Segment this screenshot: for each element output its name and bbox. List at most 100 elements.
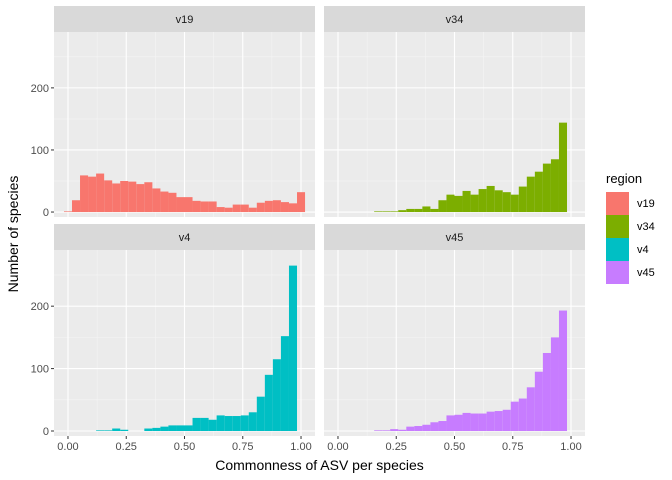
bar-v34-25 xyxy=(534,171,543,213)
bar-v45-8 xyxy=(398,429,407,432)
legend-title: region xyxy=(606,171,643,186)
strip-v34 xyxy=(324,6,585,32)
x-tick-label-v4-3: 0.75 xyxy=(232,441,253,453)
bar-v19-26 xyxy=(272,200,281,213)
bar-v45-22 xyxy=(510,401,519,432)
strip-label-v45: v45 xyxy=(446,232,464,244)
bar-v19-21 xyxy=(232,204,241,213)
bar-v45-9 xyxy=(406,426,415,432)
bar-v45-25 xyxy=(534,371,543,432)
bar-v19-23 xyxy=(248,207,257,213)
bar-v45-20 xyxy=(494,411,503,432)
bar-v19-6 xyxy=(112,183,121,213)
x-tick-label-v45-4: 1.00 xyxy=(560,441,581,453)
bar-v45-24 xyxy=(526,387,535,432)
bar-v19-13 xyxy=(168,192,177,213)
legend-swatch-v19 xyxy=(606,192,629,215)
bar-v45-13 xyxy=(438,421,447,432)
x-tick-label-v4-4: 1.00 xyxy=(290,441,311,453)
bar-v4-14 xyxy=(176,425,185,432)
y-tick-label-v4-0: 0 xyxy=(43,426,49,438)
bar-v19-9 xyxy=(136,184,145,213)
bar-v34-28 xyxy=(558,122,568,213)
y-axis-title: Number of species xyxy=(5,176,21,293)
legend-label-v4: v4 xyxy=(637,243,649,256)
bar-v34-19 xyxy=(486,185,495,213)
bar-v19-5 xyxy=(104,180,113,213)
bar-v19-0 xyxy=(63,211,73,213)
bar-v19-19 xyxy=(216,207,225,213)
legend-label-v19: v19 xyxy=(637,197,655,210)
bar-v45-10 xyxy=(414,426,423,432)
x-tick-label-v4-2: 0.50 xyxy=(174,441,195,453)
bar-v19-18 xyxy=(208,201,217,213)
bar-v4-13 xyxy=(168,425,177,432)
strip-v19 xyxy=(54,6,315,32)
x-axis-title: Commonness of ASV per species xyxy=(215,457,424,473)
bar-v34-5 xyxy=(374,211,383,213)
bar-v45-17 xyxy=(470,413,479,432)
bar-v4-27 xyxy=(280,336,289,432)
x-tick-label-v45-1: 0.25 xyxy=(386,441,407,453)
bar-v4-22 xyxy=(240,415,249,432)
y-tick-label-v19-0: 0 xyxy=(43,207,49,219)
legend-item-v4: v4 xyxy=(606,238,655,261)
bar-v45-18 xyxy=(478,413,487,432)
bar-v4-21 xyxy=(232,416,241,432)
bar-v45-6 xyxy=(382,430,391,432)
strip-label-v34: v34 xyxy=(446,14,464,26)
bar-v45-27 xyxy=(550,337,559,432)
bar-v4-25 xyxy=(264,374,273,432)
bar-v34-27 xyxy=(550,159,559,213)
y-tick-label-v19-2: 200 xyxy=(31,83,49,95)
bar-v45-7 xyxy=(390,429,399,432)
bar-v45-26 xyxy=(542,352,551,432)
legend-swatch-v45 xyxy=(606,261,629,284)
y-tick-label-v4-1: 100 xyxy=(31,364,49,376)
bar-v4-10 xyxy=(144,428,153,432)
bar-v4-5 xyxy=(104,430,113,432)
bar-v19-10 xyxy=(144,182,153,213)
bar-v19-7 xyxy=(120,180,129,213)
bar-v19-16 xyxy=(192,200,201,213)
bar-v19-22 xyxy=(240,204,249,213)
bar-v19-17 xyxy=(200,201,209,213)
legend-item-v45: v45 xyxy=(606,261,655,284)
legend-swatch-v4 xyxy=(606,238,629,261)
bar-v34-13 xyxy=(438,200,447,213)
bar-v19-27 xyxy=(280,202,289,213)
x-tick-label-v45-0: 0.00 xyxy=(327,441,348,453)
bar-v19-1 xyxy=(71,200,81,213)
strip-v4 xyxy=(54,224,315,250)
y-tick-label-v4-2: 200 xyxy=(31,301,49,313)
bar-v34-22 xyxy=(510,194,519,213)
legend: region v19 v34 v4 v45 xyxy=(606,171,655,284)
legend-item-v19: v19 xyxy=(606,192,655,215)
legend-swatch-v34 xyxy=(606,215,629,238)
bar-v34-14 xyxy=(446,194,455,213)
bar-v34-24 xyxy=(526,176,535,213)
bar-v4-16 xyxy=(192,417,201,432)
bar-v4-19 xyxy=(216,415,225,432)
bar-v4-20 xyxy=(224,416,233,432)
bar-v19-15 xyxy=(184,197,193,213)
bar-v34-26 xyxy=(542,163,551,213)
bar-v4-12 xyxy=(160,426,169,432)
bar-v4-6 xyxy=(112,428,121,432)
bar-v19-25 xyxy=(264,200,273,213)
bar-v4-15 xyxy=(184,425,193,432)
bar-v4-4 xyxy=(96,430,105,432)
x-tick-label-v45-2: 0.50 xyxy=(444,441,465,453)
bar-v19-11 xyxy=(152,188,161,213)
legend-label-v34: v34 xyxy=(637,220,655,233)
bar-v34-21 xyxy=(502,192,511,213)
bar-v19-12 xyxy=(160,191,169,213)
bar-v45-21 xyxy=(502,409,511,432)
bar-v45-12 xyxy=(430,422,439,432)
strip-label-v4: v4 xyxy=(179,232,191,244)
bar-v19-14 xyxy=(176,197,185,213)
x-tick-label-v4-0: 0.00 xyxy=(57,441,78,453)
bar-v4-7 xyxy=(120,429,129,432)
bar-v4-23 xyxy=(248,412,257,432)
